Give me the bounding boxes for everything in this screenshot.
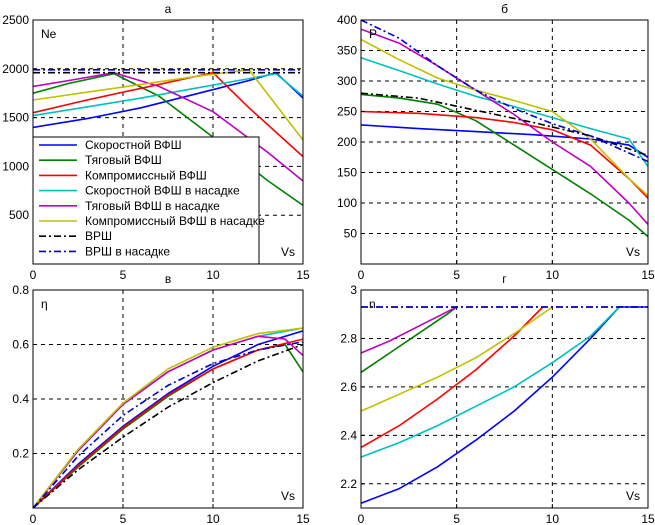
legend-label: Скоростной ВФШ bbox=[85, 138, 182, 152]
series-line bbox=[33, 330, 303, 508]
series-line bbox=[361, 92, 648, 157]
y-tick-label: 2.4 bbox=[340, 428, 357, 442]
series-group bbox=[361, 306, 648, 504]
series-group bbox=[361, 20, 648, 238]
chart-panel-б: 0 5 10 15 50 100 150 200 250 300 350 400 б P Vs bbox=[337, 2, 655, 282]
chart-panel-г: 0 5 10 15 2.2 2.4 2.6 2.8 3 г n Vs bbox=[340, 272, 655, 525]
series-line bbox=[361, 93, 648, 238]
y-tick-label: 0.6 bbox=[12, 338, 29, 352]
y-tick-label: 0.4 bbox=[12, 392, 29, 406]
y-tick-label: 100 bbox=[337, 196, 357, 210]
plot-area bbox=[361, 20, 648, 264]
legend-box bbox=[32, 136, 260, 265]
y-tick-label: 400 bbox=[337, 13, 357, 27]
series-line bbox=[33, 341, 303, 508]
x-tick-label: 5 bbox=[453, 268, 460, 282]
chart-title: а bbox=[165, 2, 172, 16]
y-tick-label: 0.8 bbox=[12, 283, 29, 297]
x-tick-label: 5 bbox=[120, 268, 127, 282]
x-tick-label: 5 bbox=[453, 512, 460, 525]
x-tick-label: 0 bbox=[30, 512, 37, 525]
x-tick-label: 0 bbox=[358, 512, 365, 525]
x-tick-label: 15 bbox=[296, 512, 310, 525]
series-line bbox=[361, 38, 648, 197]
x-tick-label: 15 bbox=[296, 268, 310, 282]
series-line bbox=[361, 57, 648, 167]
series-line bbox=[33, 72, 303, 117]
y-axis-label: η bbox=[41, 297, 48, 311]
series-line bbox=[361, 306, 553, 412]
series-group bbox=[33, 69, 303, 207]
y-tick-label: 2000 bbox=[2, 62, 29, 76]
legend-label: Тяговый ВФШ в насадке bbox=[85, 199, 220, 213]
y-axis-label: P bbox=[369, 27, 377, 41]
x-tick-label: 0 bbox=[358, 268, 365, 282]
x-tick-label: 10 bbox=[546, 268, 560, 282]
y-tick-label: 350 bbox=[337, 44, 357, 58]
x-tick-label: 10 bbox=[546, 512, 560, 525]
y-tick-label: 50 bbox=[344, 227, 358, 241]
legend-label: ВРШ bbox=[85, 229, 112, 243]
y-tick-label: 1000 bbox=[2, 159, 29, 173]
y-tick-label: 2500 bbox=[2, 13, 29, 27]
chart-title: в bbox=[165, 272, 171, 286]
chart-panel-в: 0 5 10 15 0.2 0.4 0.6 0.8 в η Vs bbox=[12, 272, 310, 525]
series-line bbox=[33, 72, 303, 207]
y-tick-label: 2.6 bbox=[340, 380, 357, 394]
x-axis-label: Vs bbox=[626, 245, 640, 259]
y-tick-label: 150 bbox=[337, 166, 357, 180]
series-line bbox=[361, 306, 458, 354]
y-tick-label: 2.2 bbox=[340, 477, 357, 491]
x-tick-label: 15 bbox=[641, 512, 655, 525]
series-line bbox=[361, 124, 648, 158]
x-axis-label: Vs bbox=[281, 245, 295, 259]
series-line bbox=[33, 69, 303, 141]
chart-panel-а: 0 5 10 15 500 1000 1500 2000 2500 а Ne Vs Скоростной… bbox=[2, 2, 310, 282]
y-axis-label: n bbox=[369, 297, 376, 311]
x-tick-label: 0 bbox=[30, 268, 37, 282]
x-tick-label: 10 bbox=[206, 268, 220, 282]
x-axis-label: Vs bbox=[626, 489, 640, 503]
y-tick-label: 250 bbox=[337, 105, 357, 119]
y-tick-label: 1500 bbox=[2, 111, 29, 125]
y-tick-label: 0.2 bbox=[12, 447, 29, 461]
series-line bbox=[33, 327, 303, 508]
legend-label: Компромиссный ВФШ bbox=[85, 168, 207, 182]
series-line bbox=[33, 343, 303, 508]
y-tick-label: 2.8 bbox=[340, 331, 357, 345]
y-axis-label: Ne bbox=[41, 27, 57, 41]
y-tick-label: 300 bbox=[337, 74, 357, 88]
series-line bbox=[361, 20, 648, 163]
axes-frame bbox=[360, 289, 649, 509]
x-tick-label: 10 bbox=[206, 512, 220, 525]
x-tick-label: 5 bbox=[120, 512, 127, 525]
y-tick-label: 3 bbox=[350, 283, 357, 297]
y-tick-label: 500 bbox=[9, 208, 29, 222]
series-line bbox=[33, 71, 303, 182]
series-group bbox=[33, 327, 303, 508]
legend-label: Компромиссный ВФШ в насадке bbox=[85, 214, 265, 228]
y-tick-label: 200 bbox=[337, 135, 357, 149]
legend-label: Тяговый ВФШ bbox=[85, 153, 162, 167]
chart-title: г bbox=[502, 272, 507, 286]
series-line bbox=[361, 28, 648, 225]
series-line bbox=[33, 335, 303, 508]
x-axis-label: Vs bbox=[281, 489, 295, 503]
chart-title: б bbox=[501, 2, 508, 16]
series-line bbox=[361, 306, 458, 374]
legend-label: ВРШ в насадке bbox=[85, 244, 170, 258]
series-line bbox=[361, 306, 620, 458]
x-tick-label: 15 bbox=[641, 268, 655, 282]
legend-label: Скоростной ВФШ в насадке bbox=[85, 184, 240, 198]
